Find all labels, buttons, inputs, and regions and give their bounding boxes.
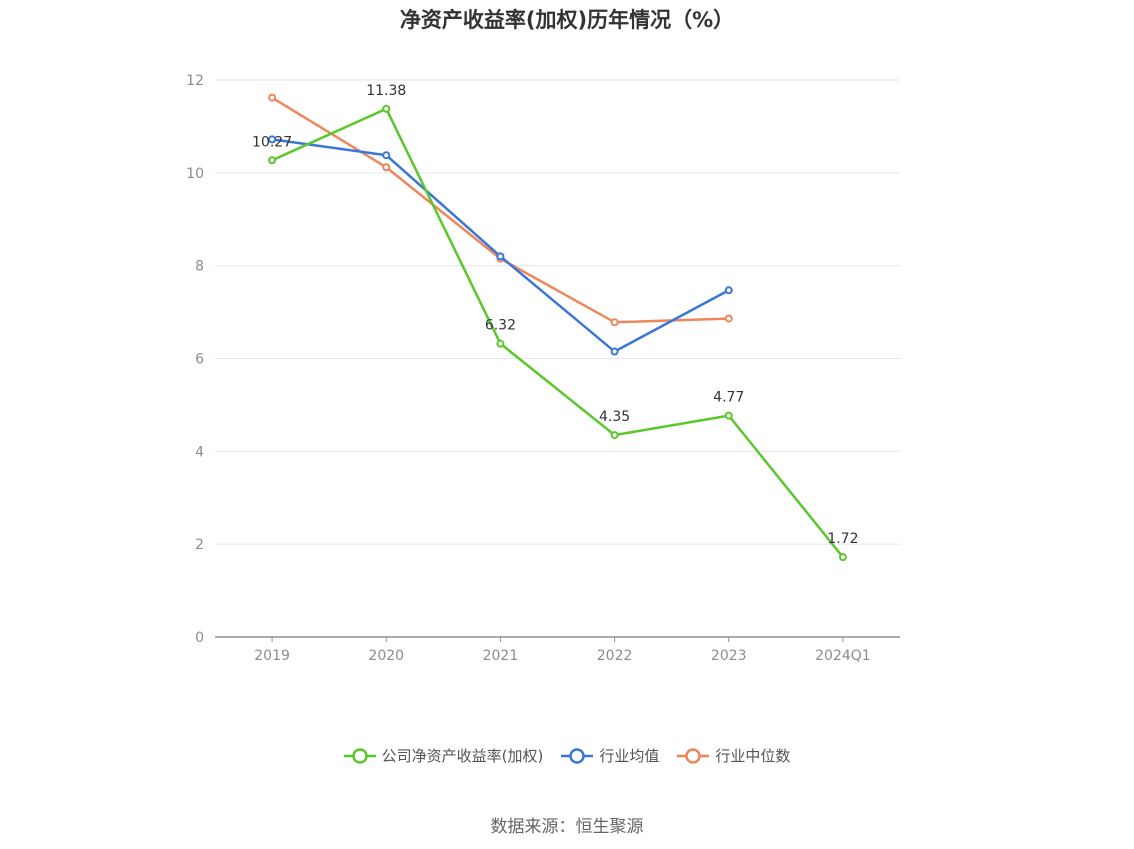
y-tick-label: 0 xyxy=(195,630,204,646)
data-label: 11.38 xyxy=(366,83,406,99)
series-line xyxy=(271,96,729,324)
data-point xyxy=(496,339,505,348)
series-line xyxy=(271,107,844,558)
data-point xyxy=(268,93,277,102)
y-tick-label: 10 xyxy=(186,166,204,182)
legend-item[interactable]: 公司净资产收益率(加权) xyxy=(343,745,544,766)
grid-lines xyxy=(215,79,900,545)
series-lines xyxy=(268,93,847,562)
chart-title: 净资产收益率(加权)历年情况（%） xyxy=(399,8,735,32)
data-point xyxy=(724,286,733,295)
y-tick-label: 2 xyxy=(195,537,204,553)
data-point xyxy=(838,553,847,562)
data-point xyxy=(496,252,505,261)
data-point xyxy=(382,163,391,172)
data-point xyxy=(268,135,277,144)
data-label: 1.72 xyxy=(827,531,858,547)
data-labels: 10.27 11.38 6.32 4.35 4.77 1.72 xyxy=(252,83,858,547)
data-point xyxy=(610,347,619,356)
legend-item[interactable]: 行业中位数 xyxy=(677,745,790,766)
data-label: 10.27 xyxy=(252,134,292,150)
data-point xyxy=(724,411,733,420)
legend-label: 行业均值 xyxy=(599,747,660,765)
legend-label: 公司净资产收益率(加权) xyxy=(381,747,544,765)
data-point xyxy=(610,318,619,327)
legend-marker-icon xyxy=(561,747,594,764)
legend-label: 行业中位数 xyxy=(715,747,791,765)
x-tick-label: 2024Q1 xyxy=(815,648,871,664)
y-tick-label: 8 xyxy=(195,259,204,275)
y-tick-label: 6 xyxy=(195,352,204,368)
x-tick-label: 2023 xyxy=(711,648,747,664)
data-point xyxy=(610,431,619,440)
line-chart: 0 2 4 6 8 10 12 2019 2020 2021 2022 2023 2024Q1 10.… xyxy=(186,73,900,664)
source-note: 数据来源：恒生聚源 xyxy=(490,817,644,837)
legend-marker-icon xyxy=(343,747,376,764)
x-tick-label: 2020 xyxy=(368,648,404,664)
y-axis-ticks: 0 2 4 6 8 10 12 xyxy=(186,73,204,646)
legend: 公司净资产收益率(加权) 行业均值 行业中位数 xyxy=(0,745,1134,766)
data-label: 4.77 xyxy=(713,390,744,406)
legend-item[interactable]: 行业均值 xyxy=(561,745,659,766)
data-label: 6.32 xyxy=(485,318,516,334)
x-tick-label: 2019 xyxy=(254,648,290,664)
data-point xyxy=(724,314,733,323)
data-label: 4.35 xyxy=(599,409,630,425)
legend-marker-icon xyxy=(677,747,710,764)
data-point xyxy=(382,104,391,113)
x-tick-label: 2021 xyxy=(483,648,519,664)
y-tick-label: 4 xyxy=(195,444,204,460)
x-tick-label: 2022 xyxy=(597,648,633,664)
x-axis: 2019 2020 2021 2022 2023 2024Q1 xyxy=(215,636,900,664)
y-tick-label: 12 xyxy=(186,73,204,89)
data-point xyxy=(268,156,277,165)
data-point xyxy=(382,151,391,160)
